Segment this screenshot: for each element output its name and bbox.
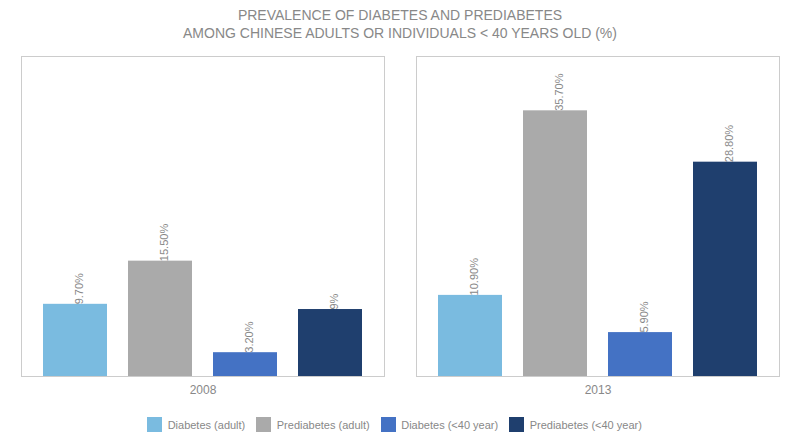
svg-text:10.90%: 10.90% — [468, 258, 480, 296]
html-text:Prediabetes (<40 year): Prediabetes (<40 year) — [529, 418, 642, 431]
svg-text:9%: 9% — [328, 294, 340, 310]
svg-text:2008: 2008 — [190, 383, 217, 397]
svg-text:15.50%: 15.50% — [158, 224, 170, 262]
svg-text:9.70%: 9.70% — [73, 273, 85, 304]
html-text:Prediabetes (adult): Prediabetes (adult) — [276, 418, 370, 431]
svg-text:28.80%: 28.80% — [723, 125, 735, 163]
svg-text:5.90%: 5.90% — [638, 302, 650, 333]
svg-text:35.70%: 35.70% — [553, 74, 565, 112]
html-text:Diabetes (<40 year): Diabetes (<40 year) — [401, 418, 499, 431]
svg-text:2013: 2013 — [585, 383, 612, 397]
html-text:Diabetes (adult): Diabetes (adult) — [167, 418, 246, 431]
svg-text:3.20%: 3.20% — [243, 322, 255, 353]
html-text:PREVALENCE OF DIABETES AND PRE: PREVALENCE OF DIABETES AND PREDIABETES A… — [183, 7, 617, 42]
